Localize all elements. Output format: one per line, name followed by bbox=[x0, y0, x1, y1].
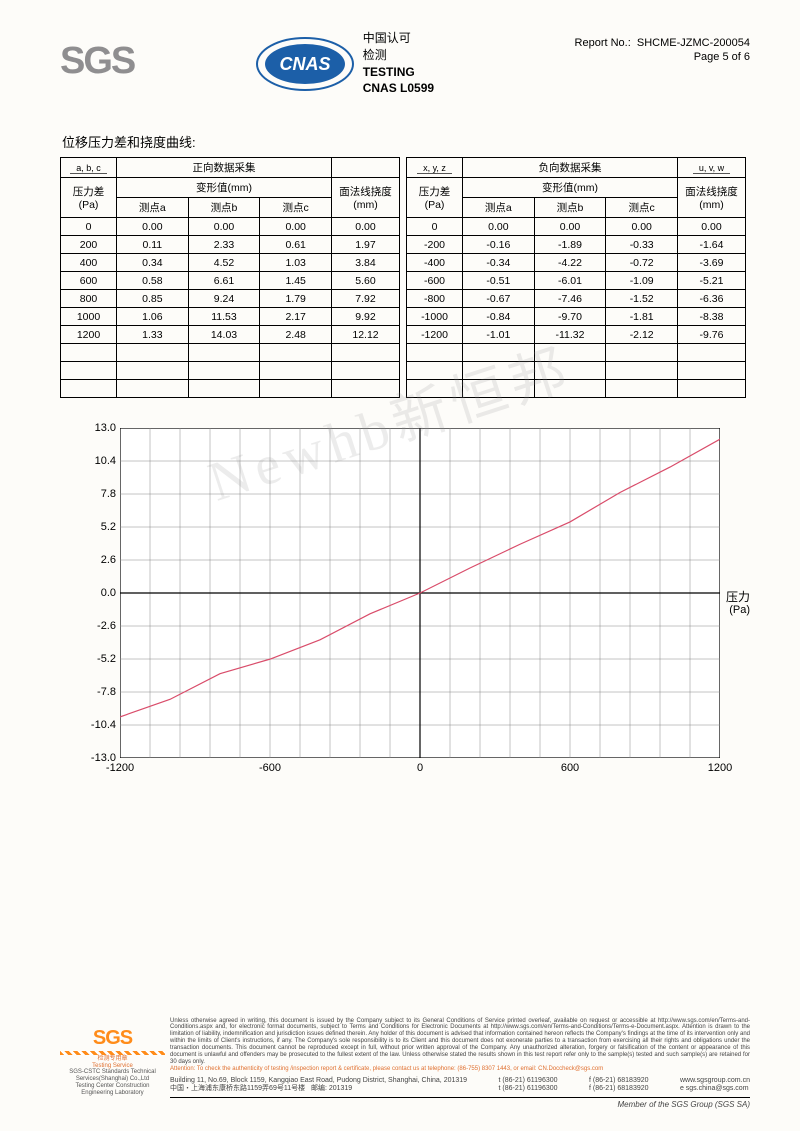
chart-y-tick: -7.8 bbox=[97, 686, 116, 698]
table-row: -600-0.51-6.01-1.09-5.21 bbox=[407, 272, 746, 290]
table-row: -200-0.16-1.89-0.33-1.64 bbox=[407, 236, 746, 254]
header: SGS CNAS 中国认可 检测 TESTING CNAS L0599 Repo… bbox=[60, 30, 750, 97]
report-no-label: Report No.: bbox=[575, 37, 631, 49]
table-row bbox=[407, 362, 746, 380]
footer-email: e sgs.china@sgs.com bbox=[680, 1085, 750, 1093]
chart-x-tick: -600 bbox=[259, 762, 281, 774]
sgs-logo: SGS bbox=[60, 40, 134, 83]
footer-web: www.sgsgroup.com.cn bbox=[680, 1077, 750, 1085]
footer-addr-en: Building 11, No.69, Block 1159, Kangqiao… bbox=[170, 1077, 467, 1085]
chart-svg bbox=[120, 428, 720, 758]
chart-x-tick: 600 bbox=[561, 762, 579, 774]
chart-y-tick: -2.6 bbox=[97, 620, 116, 632]
chart-y-tick: -5.2 bbox=[97, 653, 116, 665]
table-row: 2000.112.330.611.97 bbox=[61, 236, 400, 254]
footer-sgs-logo: SGS bbox=[60, 1027, 165, 1050]
cnas-logo-text: CNAS bbox=[279, 54, 330, 74]
footer-sgs-sub1: SGS-CSTC Standards Technical Services(Sh… bbox=[60, 1069, 165, 1083]
table-row: -400-0.34-4.22-0.72-3.69 bbox=[407, 254, 746, 272]
positive-data-table: a, b, c正向数据采集压力差(Pa)变形值(mm)面法线挠度(mm)测点a测… bbox=[60, 157, 400, 398]
chart-y-tick: 7.8 bbox=[101, 488, 116, 500]
table-row: -1000-0.84-9.70-1.81-8.38 bbox=[407, 308, 746, 326]
table-row: 6000.586.611.455.60 bbox=[61, 272, 400, 290]
chart-x-tick: 0 bbox=[417, 762, 423, 774]
table-row: 00.000.000.000.00 bbox=[407, 218, 746, 236]
footer-disclaimer: Unless otherwise agreed in writing, this… bbox=[170, 1018, 750, 1066]
section-title: 位移压力差和挠度曲线: bbox=[62, 132, 750, 151]
cnas-en2: CNAS L0599 bbox=[363, 80, 434, 97]
cnas-block: CNAS 中国认可 检测 TESTING CNAS L0599 bbox=[255, 30, 434, 97]
footer-attention: Attention: To check the authenticity of … bbox=[170, 1066, 750, 1073]
footer-fax2: f (86-21) 68183920 bbox=[589, 1085, 649, 1093]
chart-x-axis-title: 压力 bbox=[726, 588, 750, 605]
footer-sgs-en: Testing Service bbox=[60, 1063, 165, 1070]
chart-x-axis-unit: (Pa) bbox=[729, 604, 750, 616]
table-row: 4000.344.521.033.84 bbox=[61, 254, 400, 272]
table-row: -1200-1.01-11.32-2.12-9.76 bbox=[407, 326, 746, 344]
footer-member: Member of the SGS Group (SGS SA) bbox=[170, 1097, 750, 1109]
table-row bbox=[61, 344, 400, 362]
table-row: 00.000.000.000.00 bbox=[61, 218, 400, 236]
cnas-cn1: 中国认可 bbox=[363, 30, 434, 47]
table-row: -800-0.67-7.46-1.52-6.36 bbox=[407, 290, 746, 308]
footer-sgs-stamp: SGS 检测专用章 Testing Service SGS-CSTC Stand… bbox=[60, 1027, 165, 1097]
report-info: Report No.: SHCME-JZMC-200054 Page 5 of … bbox=[575, 35, 750, 65]
chart-x-tick: -1200 bbox=[106, 762, 134, 774]
negative-data-table: x, y, z负向数据采集u, v, w压力差(Pa)变形值(mm)面法线挠度(… bbox=[406, 157, 746, 398]
table-row: 8000.859.241.797.92 bbox=[61, 290, 400, 308]
data-tables: a, b, c正向数据采集压力差(Pa)变形值(mm)面法线挠度(mm)测点a测… bbox=[60, 157, 750, 398]
deflection-chart: 挠度（mm） 压力-挠度曲线 压力 (Pa) 13.010.47.85.22.6… bbox=[60, 428, 750, 758]
cnas-en1: TESTING bbox=[363, 64, 434, 81]
table-row bbox=[407, 344, 746, 362]
footer-contacts: Building 11, No.69, Block 1159, Kangqiao… bbox=[170, 1077, 750, 1093]
footer-sgs-cn: 检测专用章 bbox=[60, 1056, 165, 1063]
chart-y-tick: 10.4 bbox=[95, 455, 116, 467]
chart-y-tick: 13.0 bbox=[95, 422, 116, 434]
footer-fax1: f (86-21) 68183920 bbox=[589, 1077, 649, 1085]
footer-sgs-sub2: Testing Center Construction Engineering … bbox=[60, 1083, 165, 1097]
page-number: Page 5 of 6 bbox=[575, 51, 750, 63]
chart-y-tick: 0.0 bbox=[101, 587, 116, 599]
footer: SGS 检测专用章 Testing Service SGS-CSTC Stand… bbox=[60, 1018, 750, 1109]
table-row bbox=[407, 380, 746, 398]
chart-y-tick: 5.2 bbox=[101, 521, 116, 533]
table-row: 10001.0611.532.179.92 bbox=[61, 308, 400, 326]
chart-y-tick: 2.6 bbox=[101, 554, 116, 566]
chart-x-tick: 1200 bbox=[708, 762, 732, 774]
footer-tel2: t (86-21) 61196300 bbox=[499, 1085, 558, 1093]
cnas-logo-icon: CNAS bbox=[255, 36, 355, 92]
footer-tel1: t (86-21) 61196300 bbox=[499, 1077, 558, 1085]
table-row bbox=[61, 380, 400, 398]
table-row: 12001.3314.032.4812.12 bbox=[61, 326, 400, 344]
footer-addr-cn: 中国・上海浦东康桥东路1159弄69号11号楼 bbox=[170, 1085, 305, 1092]
table-row bbox=[61, 362, 400, 380]
report-no: SHCME-JZMC-200054 bbox=[637, 37, 750, 49]
chart-y-tick: -10.4 bbox=[91, 719, 116, 731]
cnas-cn2: 检测 bbox=[363, 47, 434, 64]
footer-post: 邮编: 201319 bbox=[311, 1085, 352, 1092]
